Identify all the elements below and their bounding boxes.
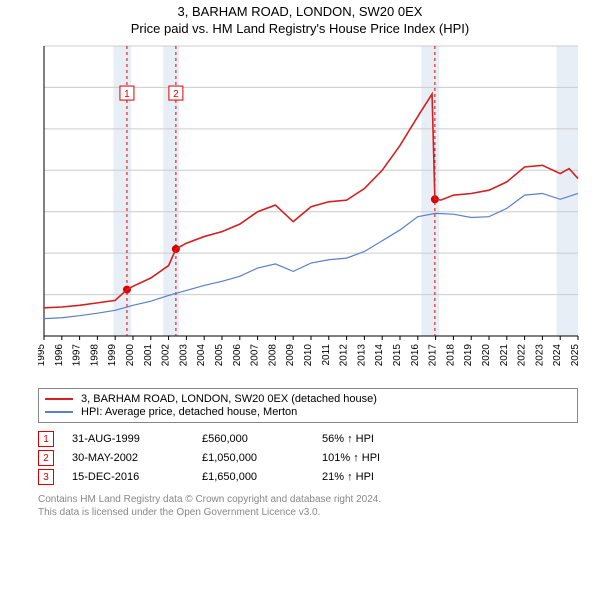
sale-row: 1 31-AUG-1999£560,00056% ↑ HPI	[38, 431, 600, 447]
x-tick-label: 2020	[481, 344, 492, 367]
x-tick-label: 2008	[267, 344, 278, 367]
x-tick-label: 2012	[339, 344, 350, 367]
x-tick-label: 2004	[196, 344, 207, 367]
sale-row: 2 30-MAY-2002£1,050,000101% ↑ HPI	[38, 450, 600, 466]
sale-hpi: 21% ↑ HPI	[322, 471, 442, 483]
legend-swatch	[45, 411, 73, 413]
sales-table: 1 31-AUG-1999£560,00056% ↑ HPI 2 30-MAY-200…	[38, 431, 600, 485]
x-tick-label: 2011	[321, 344, 332, 366]
x-tick-label: 2018	[445, 344, 456, 367]
x-tick-label: 2007	[250, 344, 261, 367]
chart-title: 3, BARHAM ROAD, LONDON, SW20 0EX	[0, 4, 600, 19]
sale-price: £1,050,000	[202, 452, 322, 464]
x-tick-label: 2024	[552, 344, 563, 367]
chart: £0£500K£1M£1.5M£2M£2.5M£3M£3.5M199519961…	[38, 42, 593, 382]
x-tick-label: 2017	[428, 344, 439, 367]
legend-label: HPI: Average price, detached house, Mert…	[81, 406, 297, 418]
x-tick-label: 1998	[89, 344, 100, 367]
x-tick-label: 2001	[143, 344, 154, 367]
x-tick-label: 2022	[517, 344, 528, 367]
x-tick-label: 2010	[303, 344, 314, 367]
x-tick-label: 1999	[107, 344, 118, 367]
band-2	[421, 46, 439, 336]
legend-swatch	[45, 398, 73, 400]
sale-hpi: 56% ↑ HPI	[322, 433, 442, 445]
sale-marker: 2	[38, 450, 54, 466]
chart-svg: £0£500K£1M£1.5M£2M£2.5M£3M£3.5M199519961…	[38, 42, 593, 382]
legend-item: HPI: Average price, detached house, Mert…	[45, 406, 571, 418]
page: 3, BARHAM ROAD, LONDON, SW20 0EX Price p…	[0, 4, 600, 594]
x-tick-label: 2003	[178, 344, 189, 367]
x-tick-label: 2016	[410, 344, 421, 367]
event-num-2: 2	[173, 89, 179, 100]
sale-marker: 3	[38, 469, 54, 485]
attribution-line1: Contains HM Land Registry data © Crown c…	[38, 493, 600, 506]
sale-row: 3 15-DEC-2016£1,650,00021% ↑ HPI	[38, 469, 600, 485]
attribution: Contains HM Land Registry data © Crown c…	[38, 493, 600, 519]
sale-date: 31-AUG-1999	[72, 433, 202, 445]
sale-price: £1,650,000	[202, 471, 322, 483]
attribution-line2: This data is licensed under the Open Gov…	[38, 506, 600, 519]
x-tick-label: 2014	[374, 344, 385, 367]
x-tick-label: 2009	[285, 344, 296, 367]
x-tick-label: 2006	[232, 344, 243, 367]
legend-label: 3, BARHAM ROAD, LONDON, SW20 0EX (detach…	[81, 393, 377, 405]
x-tick-label: 2021	[499, 344, 510, 367]
sale-price: £560,000	[202, 433, 322, 445]
x-tick-label: 2015	[392, 344, 403, 367]
x-tick-label: 2000	[125, 344, 136, 367]
x-tick-label: 2019	[463, 344, 474, 367]
legend: 3, BARHAM ROAD, LONDON, SW20 0EX (detach…	[38, 388, 578, 423]
sale-date: 30-MAY-2002	[72, 452, 202, 464]
x-tick-label: 2023	[534, 344, 545, 367]
x-tick-label: 2005	[214, 344, 225, 367]
x-tick-label: 2002	[161, 344, 172, 367]
x-tick-label: 1995	[38, 344, 47, 367]
x-tick-label: 2025	[570, 344, 581, 367]
chart-subtitle: Price paid vs. HM Land Registry's House …	[0, 21, 600, 36]
event-num-1: 1	[124, 89, 130, 100]
x-tick-label: 1996	[54, 344, 65, 367]
band-3	[557, 46, 578, 336]
sale-marker: 1	[38, 431, 54, 447]
sale-date: 15-DEC-2016	[72, 471, 202, 483]
x-tick-label: 1997	[72, 344, 83, 367]
legend-item: 3, BARHAM ROAD, LONDON, SW20 0EX (detach…	[45, 393, 571, 405]
x-tick-label: 2013	[356, 344, 367, 367]
sale-hpi: 101% ↑ HPI	[322, 452, 442, 464]
